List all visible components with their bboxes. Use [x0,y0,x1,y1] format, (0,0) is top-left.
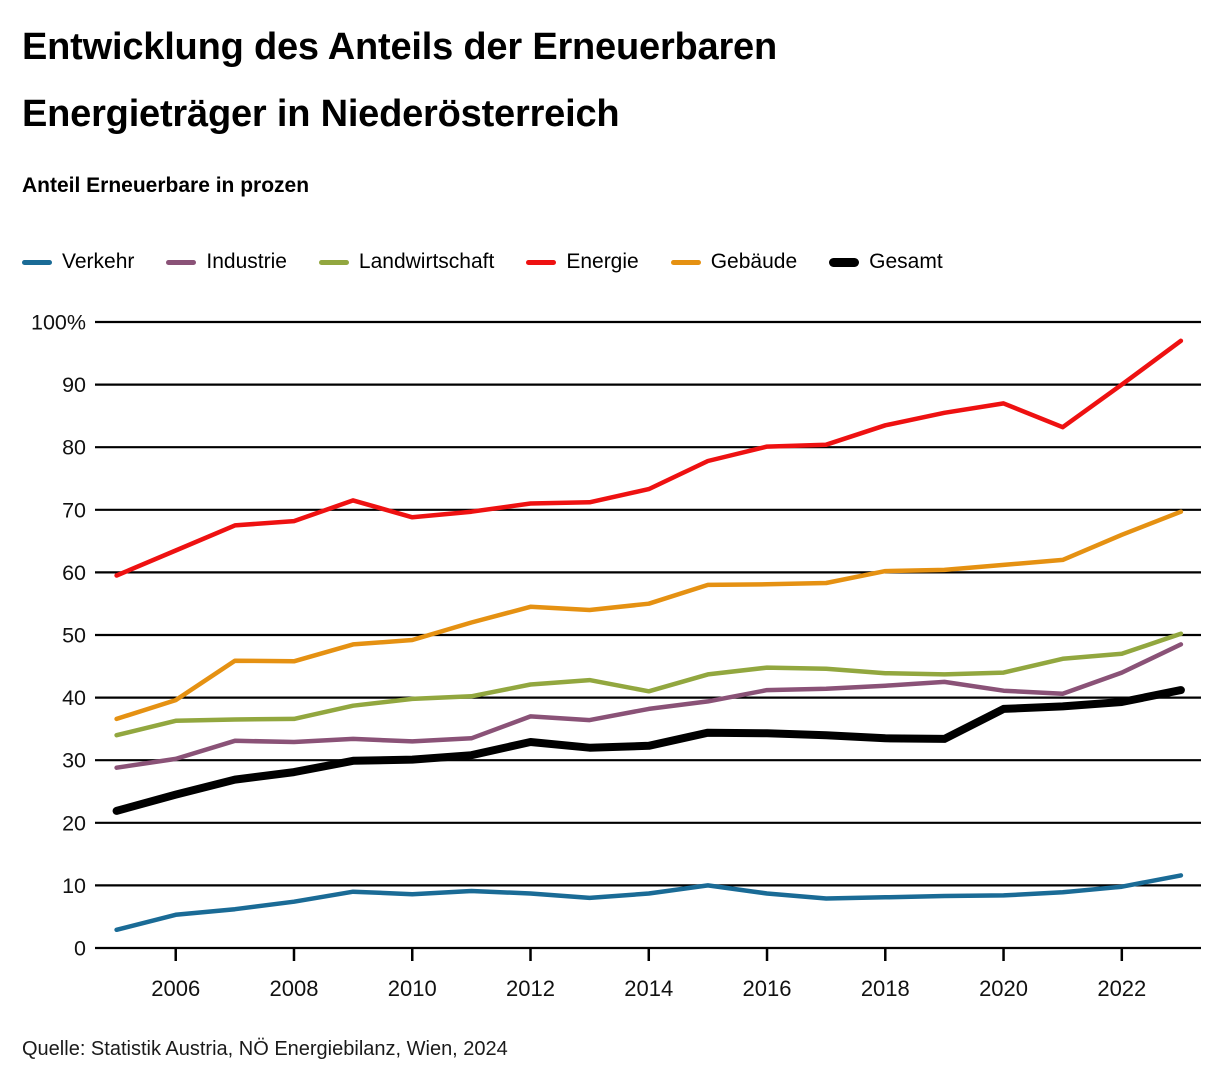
legend-swatch-gesamt [829,257,860,267]
source-note: Quelle: Statistik Austria, NÖ Energiebil… [22,1038,508,1060]
x-tick-label-2016: 2016 [743,976,792,1001]
line-gebaeude [114,509,1184,722]
legend-item-verkehr: Verkehr [22,250,134,274]
legend-swatch-energie [526,259,557,265]
x-tick-label-2018: 2018 [861,976,910,1001]
legend-swatch-landwirtschaft [318,259,349,265]
y-tick-label-90: 90 [62,373,86,397]
legend-item-landwirtschaft: Landwirtschaft [318,250,495,274]
x-tick-label-2006: 2006 [151,976,200,1001]
x-tick-label-2010: 2010 [388,976,437,1001]
legend-swatch-verkehr [22,259,52,265]
chart-area: 0 10 20 30 40 50 60 70 80 90 100% 2006 2008 2010 2012 2… [0,300,1220,1030]
x-tick-label-2012: 2012 [506,976,555,1001]
chart-svg: 0 10 20 30 40 50 60 70 80 90 100% 2006 2008 2010 2012 2… [31,311,1201,1001]
x-tick-label-2020: 2020 [979,976,1028,1001]
y-tick-label-100: 100% [31,311,86,335]
y-tick-label-60: 60 [62,561,86,585]
legend-item-gebaeude: Gebäude [670,250,798,274]
line-industrie [114,642,1184,770]
legend-label-verkehr: Verkehr [62,250,135,273]
y-tick-label-40: 40 [62,686,86,710]
legend-label-gebaeude: Gebäude [710,250,798,273]
y-tick-label-30: 30 [62,749,86,773]
x-tick-label-2014: 2014 [624,976,673,1001]
legend-item-gesamt: Gesamt [829,250,943,274]
legend-label-industrie: Industrie [206,250,287,273]
chart-subtitle: Anteil Erneuerbare in prozen [22,174,310,197]
legend-label-energie: Energie [566,250,639,273]
legend-item-industrie: Industrie [166,250,287,274]
legend-swatch-industrie [166,259,197,265]
x-tick-label-2008: 2008 [270,976,319,1001]
legend-label-gesamt: Gesamt [869,250,943,273]
line-energie [114,338,1184,578]
line-verkehr [114,873,1184,933]
legend-item-energie: Energie [526,250,639,274]
legend-swatch-gebaeude [670,259,701,265]
y-tick-label-80: 80 [62,436,86,460]
y-tick-label-10: 10 [62,874,86,898]
x-tick-label-2022: 2022 [1097,976,1146,1001]
line-gesamt [112,686,1185,815]
line-landwirtschaft [114,631,1184,738]
legend-label-landwirtschaft: Landwirtschaft [358,250,495,273]
y-tick-label-70: 70 [62,498,86,522]
legend: Verkehr Industrie Landwirtschaft Energie Geb… [22,250,943,274]
y-tick-label-0: 0 [74,937,86,961]
page-title: Entwicklung des Anteils der Erneuerbaren… [22,26,778,135]
y-tick-label-20: 20 [62,811,86,835]
y-tick-label-50: 50 [62,624,86,648]
